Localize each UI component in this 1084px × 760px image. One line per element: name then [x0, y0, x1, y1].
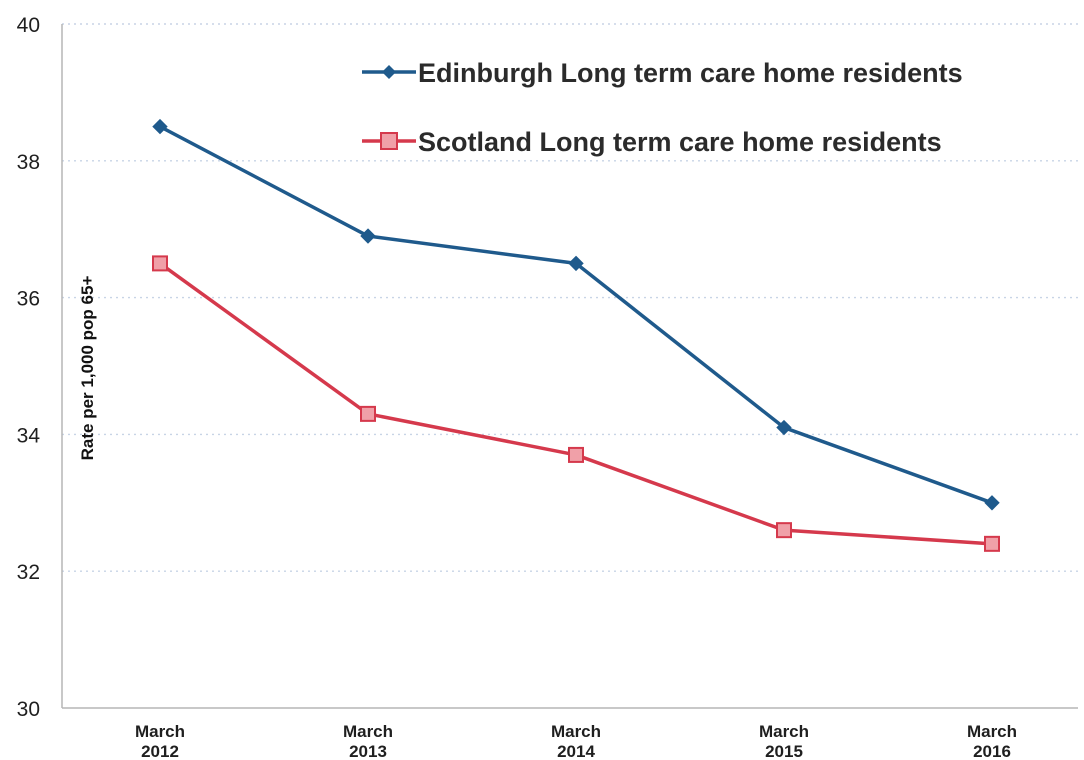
data-point: [984, 535, 1000, 552]
series-edinburgh: [152, 118, 1000, 511]
legend-item: Edinburgh Long term care home residents: [362, 58, 963, 88]
data-point: [568, 255, 584, 272]
x-tick-label-line: 2014: [557, 742, 595, 760]
legend: Edinburgh Long term care home residents S…: [362, 58, 963, 157]
x-tick-label: March 2014: [551, 722, 601, 760]
data-point: [568, 446, 584, 463]
x-tick-label-line: March: [759, 722, 809, 741]
x-tick-label: March 2016: [967, 722, 1017, 760]
y-tick-labels: 30 32 34 36 38 40: [17, 14, 41, 721]
x-tick-label: March 2013: [343, 722, 393, 760]
data-point: [360, 405, 376, 422]
data-point: [776, 522, 792, 539]
x-tick-label-line: 2013: [349, 742, 387, 760]
x-tick-label-line: March: [967, 722, 1017, 741]
data-point: [152, 255, 168, 272]
legend-marker: [380, 132, 398, 150]
y-tick-label: 34: [17, 424, 41, 447]
data-point: [360, 228, 376, 244]
x-tick-label: March 2012: [135, 722, 185, 760]
y-tick-label: 30: [17, 698, 40, 721]
legend-item: Scotland Long term care home residents: [362, 127, 942, 157]
y-tick-label: 36: [17, 288, 40, 311]
series-scotland: [152, 255, 1000, 552]
x-tick-label-line: March: [551, 722, 601, 741]
x-tick-label-line: 2012: [141, 742, 179, 760]
data-point: [984, 495, 1000, 511]
x-tick-label-line: March: [135, 722, 185, 741]
x-tick-label-line: 2016: [973, 742, 1011, 760]
data-point: [776, 419, 792, 436]
y-tick-label: 32: [17, 561, 40, 584]
y-tick-label: 38: [17, 151, 40, 174]
gridlines: [62, 23, 1078, 572]
legend-label: Edinburgh Long term care home residents: [418, 58, 963, 88]
x-tick-label-line: 2015: [765, 742, 803, 760]
series-group: [152, 118, 1000, 552]
data-point: [152, 118, 168, 135]
x-tick-label: March 2015: [759, 722, 809, 760]
series-line: [158, 261, 993, 546]
y-axis-label: Rate per 1,000 pop 65+: [78, 276, 97, 461]
series-line: [159, 125, 993, 505]
legend-marker: [382, 65, 396, 79]
y-tick-label: 40: [17, 14, 40, 37]
x-tick-label-line: March: [343, 722, 393, 741]
legend-label: Scotland Long term care home residents: [418, 127, 942, 157]
